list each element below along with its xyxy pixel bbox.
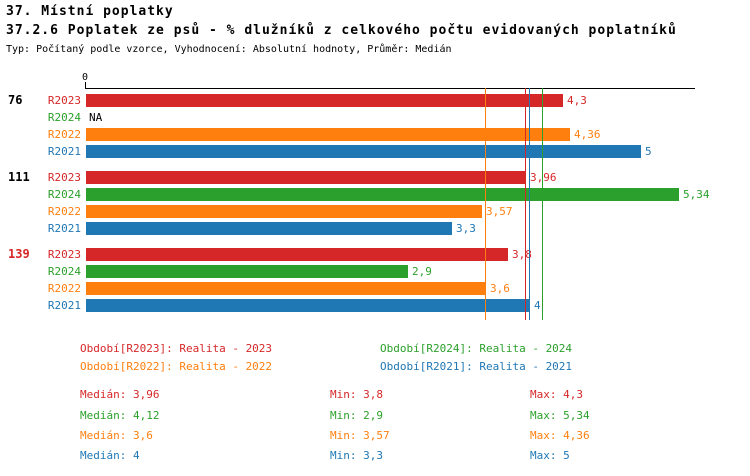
- series-label-r2022: R2022: [47, 128, 81, 141]
- series-label-r2021: R2021: [47, 145, 81, 158]
- stat-max-r2024: Max: 5,34: [530, 409, 590, 422]
- bar-value: 3,96: [530, 171, 557, 184]
- series-label-r2024: R2024: [47, 265, 81, 278]
- bar-r2022: [86, 205, 482, 218]
- bar-r2024: [86, 188, 679, 201]
- legend-item-r2021: Období[R2021]: Realita - 2021: [380, 360, 573, 373]
- legend-item-r2024: Období[R2024]: Realita - 2024: [380, 342, 573, 355]
- median-line-r2022: [485, 88, 486, 320]
- bar-value: 3,57: [486, 205, 513, 218]
- median-line-r2024: [542, 88, 543, 320]
- bar-value: 3,8: [512, 248, 532, 261]
- legend-item-r2022: Období[R2022]: Realita - 2022: [80, 360, 273, 373]
- stat-median-r2021: Medián: 4: [80, 449, 140, 462]
- series-label-r2021: R2021: [47, 222, 81, 235]
- bar-value: 5,34: [683, 188, 710, 201]
- stat-median-r2022: Medián: 3,6: [80, 429, 153, 442]
- series-label-r2024: R2024: [47, 188, 81, 201]
- median-line-r2023: [525, 88, 526, 320]
- series-label-r2022: R2022: [47, 282, 81, 295]
- page-title: 37. Místní poplatky: [6, 4, 174, 19]
- stat-min-r2023: Min: 3,8: [330, 388, 383, 401]
- x-axis-zero-tick: [85, 82, 86, 88]
- bar-r2022: [86, 128, 570, 141]
- bar-r2021: [86, 145, 641, 158]
- bar-r2024: [86, 265, 408, 278]
- stat-min-r2021: Min: 3,3: [330, 449, 383, 462]
- bar-r2023: [86, 94, 563, 107]
- series-label-r2021: R2021: [47, 299, 81, 312]
- bar-value: 3,3: [456, 222, 476, 235]
- stat-min-r2022: Min: 3,57: [330, 429, 390, 442]
- series-label-r2024: R2024: [47, 111, 81, 124]
- stat-max-r2021: Max: 5: [530, 449, 570, 462]
- chart-meta: Typ: Počítaný podle vzorce, Vyhodnocení:…: [6, 44, 452, 55]
- group-label: 76: [8, 93, 23, 107]
- bar-value: 3,6: [490, 282, 510, 295]
- stat-median-r2023: Medián: 3,96: [80, 388, 160, 401]
- group-label: 111: [8, 170, 30, 184]
- bar-r2022: [86, 282, 486, 295]
- stat-median-r2024: Medián: 4,12: [80, 409, 160, 422]
- bar-r2023: [86, 248, 508, 261]
- chart-subtitle: 37.2.6 Poplatek ze psů - % dlužníků z ce…: [6, 23, 677, 38]
- stat-max-r2022: Max: 4,36: [530, 429, 590, 442]
- legend-item-r2023: Období[R2023]: Realita - 2023: [80, 342, 273, 355]
- x-axis-line: [85, 88, 695, 89]
- bar-value: 4,36: [574, 128, 601, 141]
- bar-value: 2,9: [412, 265, 432, 278]
- series-label-r2023: R2023: [47, 94, 81, 107]
- bar-value: 4: [534, 299, 541, 312]
- series-label-r2023: R2023: [47, 248, 81, 261]
- stat-min-r2024: Min: 2,9: [330, 409, 383, 422]
- bar-value: 4,3: [567, 94, 587, 107]
- bar-value: 5: [645, 145, 652, 158]
- bar-r2021: [86, 299, 530, 312]
- bar-r2021: [86, 222, 452, 235]
- series-label-r2022: R2022: [47, 205, 81, 218]
- x-axis-zero-label: 0: [81, 72, 89, 83]
- stat-max-r2023: Max: 4,3: [530, 388, 583, 401]
- median-line-r2021: [529, 88, 530, 320]
- bar-value-na: NA: [89, 111, 103, 124]
- bar-r2023: [86, 171, 526, 184]
- group-label: 139: [8, 247, 30, 261]
- series-label-r2023: R2023: [47, 171, 81, 184]
